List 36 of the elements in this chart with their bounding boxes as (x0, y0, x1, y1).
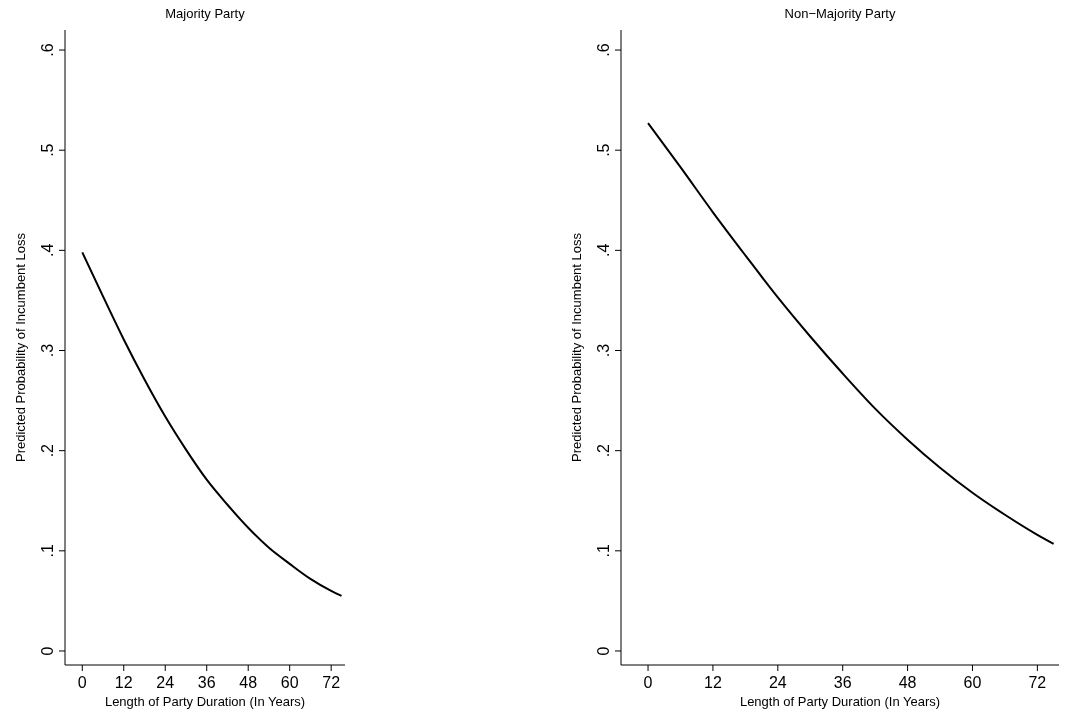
y-tick-label: 0 (39, 646, 56, 656)
y-tick-label: .6 (39, 43, 56, 57)
x-tick-label: 72 (322, 674, 341, 691)
y-axis-title: Predicted Probability of Incumbent Loss (569, 232, 584, 463)
y-tick-label: 0 (595, 646, 612, 656)
x-tick-label: 48 (239, 674, 258, 691)
x-tick-label: 36 (833, 674, 852, 691)
x-tick-label: 60 (280, 674, 299, 691)
line-series (81, 251, 343, 597)
chart-title: Majority Party (165, 6, 246, 21)
x-tick-label: 12 (704, 674, 722, 691)
y-tick-label: .3 (595, 343, 612, 358)
y-tick-label: .2 (39, 443, 56, 458)
y-tick-label: .3 (39, 343, 56, 358)
y-tick-label: .5 (39, 143, 56, 157)
y-tick-label: .4 (595, 243, 612, 258)
x-tick-label: 72 (1028, 674, 1047, 691)
x-tick-label: 36 (197, 674, 216, 691)
y-tick-label: .2 (595, 443, 612, 458)
x-tick-label: 12 (114, 674, 133, 691)
x-axis-title: Length of Party Duration (In Years) (739, 694, 941, 709)
y-tick-label: .1 (39, 544, 56, 558)
x-tick-label: 0 (77, 674, 87, 691)
x-axis-title: Length of Party Duration (In Years) (104, 694, 306, 709)
chart-title: Non−Majority Party (784, 6, 896, 21)
y-axis-title: Predicted Probability of Incumbent Loss (13, 232, 28, 463)
y-tick-label: .1 (595, 544, 612, 558)
line-series (647, 122, 1055, 545)
x-tick-label: 48 (898, 674, 917, 691)
y-tick-label: .4 (39, 243, 56, 258)
x-tick-label: 24 (768, 674, 787, 691)
y-tick-label: .5 (595, 143, 612, 157)
x-tick-label: 0 (643, 674, 653, 691)
x-tick-label: 24 (156, 674, 175, 691)
y-tick-label: .6 (595, 43, 612, 57)
x-tick-label: 60 (963, 674, 982, 691)
